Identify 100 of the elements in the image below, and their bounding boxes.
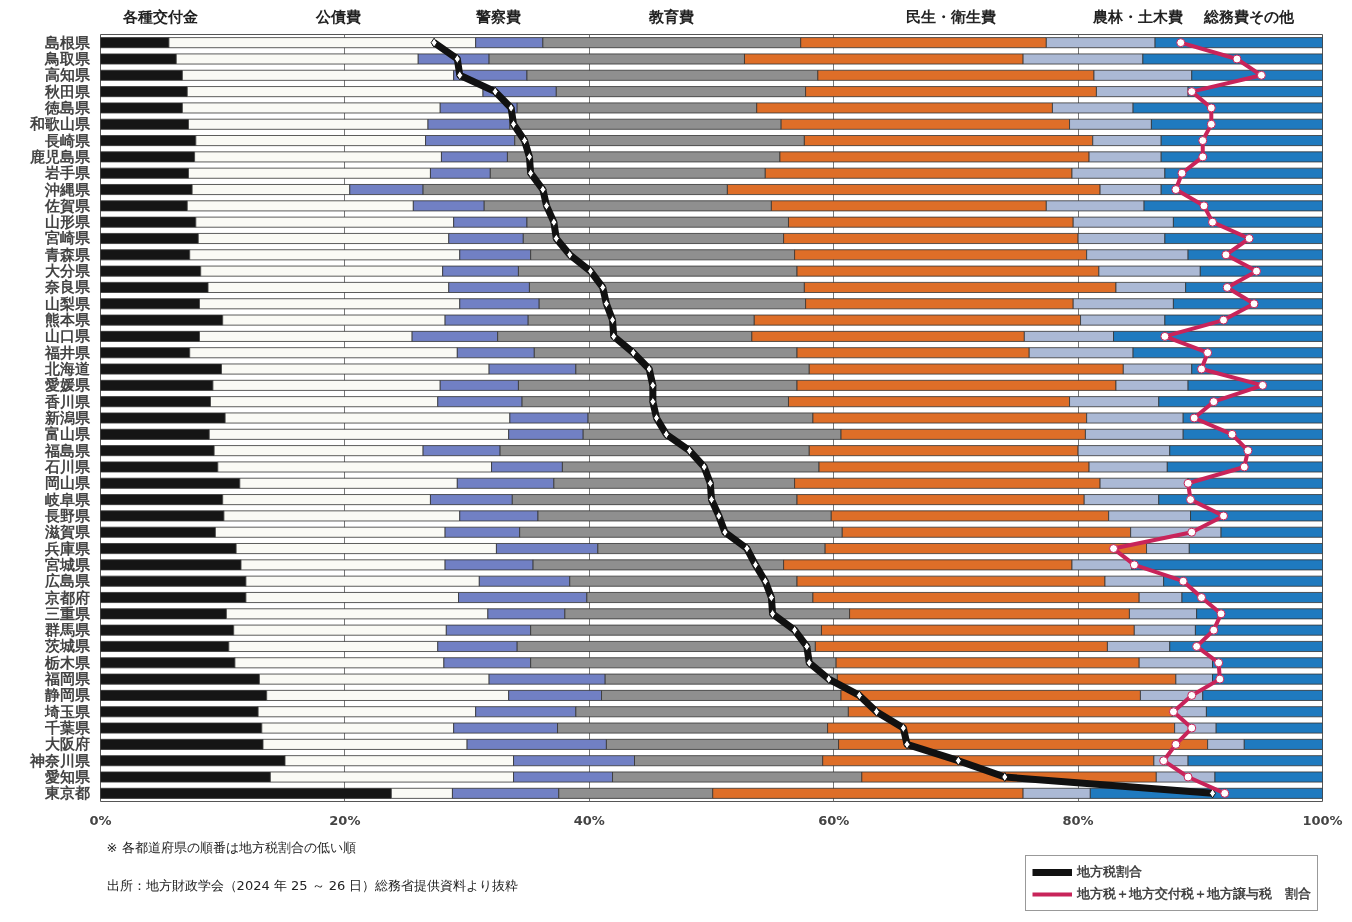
x-tick-label: 100% bbox=[1302, 812, 1343, 828]
x-tick-label: 60% bbox=[818, 812, 850, 828]
point bbox=[602, 298, 610, 309]
point bbox=[1177, 168, 1187, 178]
point bbox=[1244, 234, 1254, 243]
y-tick-label: 熊本県 bbox=[44, 311, 91, 330]
point bbox=[791, 625, 799, 636]
point bbox=[715, 510, 723, 521]
point bbox=[1219, 315, 1229, 325]
point bbox=[899, 723, 907, 734]
series-label: 民生・衛生費 bbox=[906, 8, 997, 26]
point bbox=[1209, 788, 1217, 799]
point bbox=[507, 102, 515, 113]
point bbox=[629, 347, 637, 358]
point bbox=[1208, 217, 1218, 227]
y-tick-label: 島根県 bbox=[44, 33, 91, 52]
point bbox=[1183, 478, 1193, 488]
text: 出所：地方財政学会（2024 年 25 ～ 26 日）総務省提供資料より抜粋 bbox=[106, 878, 519, 894]
point bbox=[1183, 772, 1193, 782]
y-tick-label: 愛知県 bbox=[44, 768, 91, 787]
y-tick-label: 群馬県 bbox=[43, 621, 91, 640]
point bbox=[491, 86, 499, 97]
point bbox=[662, 429, 670, 440]
point bbox=[1222, 282, 1232, 292]
point bbox=[543, 200, 551, 211]
point bbox=[1198, 136, 1208, 146]
point bbox=[706, 478, 714, 489]
series-label: 各種交付金 bbox=[122, 8, 199, 26]
y-tick-label: 岩手県 bbox=[43, 164, 91, 183]
series-label: 教育費 bbox=[648, 8, 695, 26]
y-tick-label: 滋賀県 bbox=[43, 523, 91, 542]
y-tick-label: 香川県 bbox=[43, 392, 91, 411]
y-tick-label: 広島県 bbox=[43, 572, 91, 591]
y-tick-label: 沖縄県 bbox=[43, 180, 91, 199]
point bbox=[456, 70, 464, 81]
series-label: 警察費 bbox=[475, 8, 522, 26]
point bbox=[1197, 593, 1207, 602]
y-tick-label: 徳島県 bbox=[43, 98, 91, 117]
point bbox=[599, 282, 607, 293]
point bbox=[610, 331, 618, 342]
legend-label: 地方税＋地方交付税＋地方譲与税 割合 bbox=[1077, 885, 1311, 903]
point bbox=[1214, 658, 1224, 668]
y-tick-label: 愛媛県 bbox=[44, 376, 91, 395]
y-tick-label: 奈良県 bbox=[43, 278, 91, 297]
point bbox=[1171, 739, 1181, 749]
y-tick-label: 宮崎県 bbox=[44, 229, 91, 248]
y-tick-label: 山口県 bbox=[44, 327, 91, 346]
point bbox=[1187, 87, 1197, 97]
point bbox=[872, 706, 880, 717]
point bbox=[552, 233, 560, 244]
point bbox=[1216, 609, 1226, 619]
y-tick-label: 鳥取県 bbox=[43, 49, 91, 68]
point bbox=[1198, 152, 1208, 162]
point bbox=[1192, 641, 1202, 651]
y-tick-label: 兵庫県 bbox=[43, 539, 91, 558]
point bbox=[1221, 250, 1231, 260]
y-tick-label: 京都府 bbox=[43, 588, 90, 607]
y-tick-label: 富山県 bbox=[44, 425, 91, 444]
point bbox=[769, 608, 777, 619]
point bbox=[1219, 511, 1229, 521]
series-label: 農林・土木費 bbox=[1091, 8, 1183, 26]
y-tick-label: 神奈川県 bbox=[28, 751, 91, 770]
point bbox=[430, 37, 438, 48]
y-tick-label: 秋田県 bbox=[43, 82, 91, 101]
y-tick-label: 和歌山県 bbox=[28, 115, 91, 134]
point bbox=[1258, 380, 1268, 390]
point bbox=[587, 266, 595, 277]
point bbox=[803, 641, 811, 652]
y-tick-label: 岐阜県 bbox=[44, 490, 91, 509]
y-tick-label: 埼玉県 bbox=[43, 702, 91, 721]
point bbox=[521, 135, 529, 146]
point bbox=[539, 184, 547, 195]
point bbox=[1249, 299, 1259, 309]
point bbox=[767, 592, 775, 603]
y-tick-label: 山形県 bbox=[44, 213, 91, 232]
y-tick-label: 青森県 bbox=[43, 245, 91, 264]
y-tick-label: 岡山県 bbox=[44, 474, 91, 493]
point bbox=[1176, 38, 1186, 48]
point bbox=[954, 755, 962, 766]
point bbox=[1171, 185, 1181, 195]
point bbox=[1189, 413, 1199, 423]
series-label: 公債費 bbox=[315, 8, 362, 26]
series-label: 総務費その他 bbox=[1203, 8, 1296, 26]
point bbox=[1232, 54, 1242, 64]
point bbox=[1129, 560, 1139, 570]
point bbox=[510, 119, 518, 130]
point bbox=[1186, 495, 1196, 505]
y-tick-label: 茨城県 bbox=[43, 637, 91, 656]
point bbox=[855, 690, 863, 701]
point bbox=[903, 739, 911, 750]
point bbox=[550, 217, 558, 228]
y-tick-label: 福島県 bbox=[43, 441, 91, 460]
y-tick-label: 栃木県 bbox=[43, 653, 91, 672]
point bbox=[649, 396, 657, 407]
y-tick-label: 長崎県 bbox=[43, 131, 91, 150]
point bbox=[700, 461, 708, 472]
point bbox=[1187, 690, 1197, 700]
y-tick-label: 千葉県 bbox=[43, 719, 91, 738]
x-tick-label: 20% bbox=[329, 812, 361, 828]
legend-label: 地方税割合 bbox=[1077, 863, 1142, 881]
